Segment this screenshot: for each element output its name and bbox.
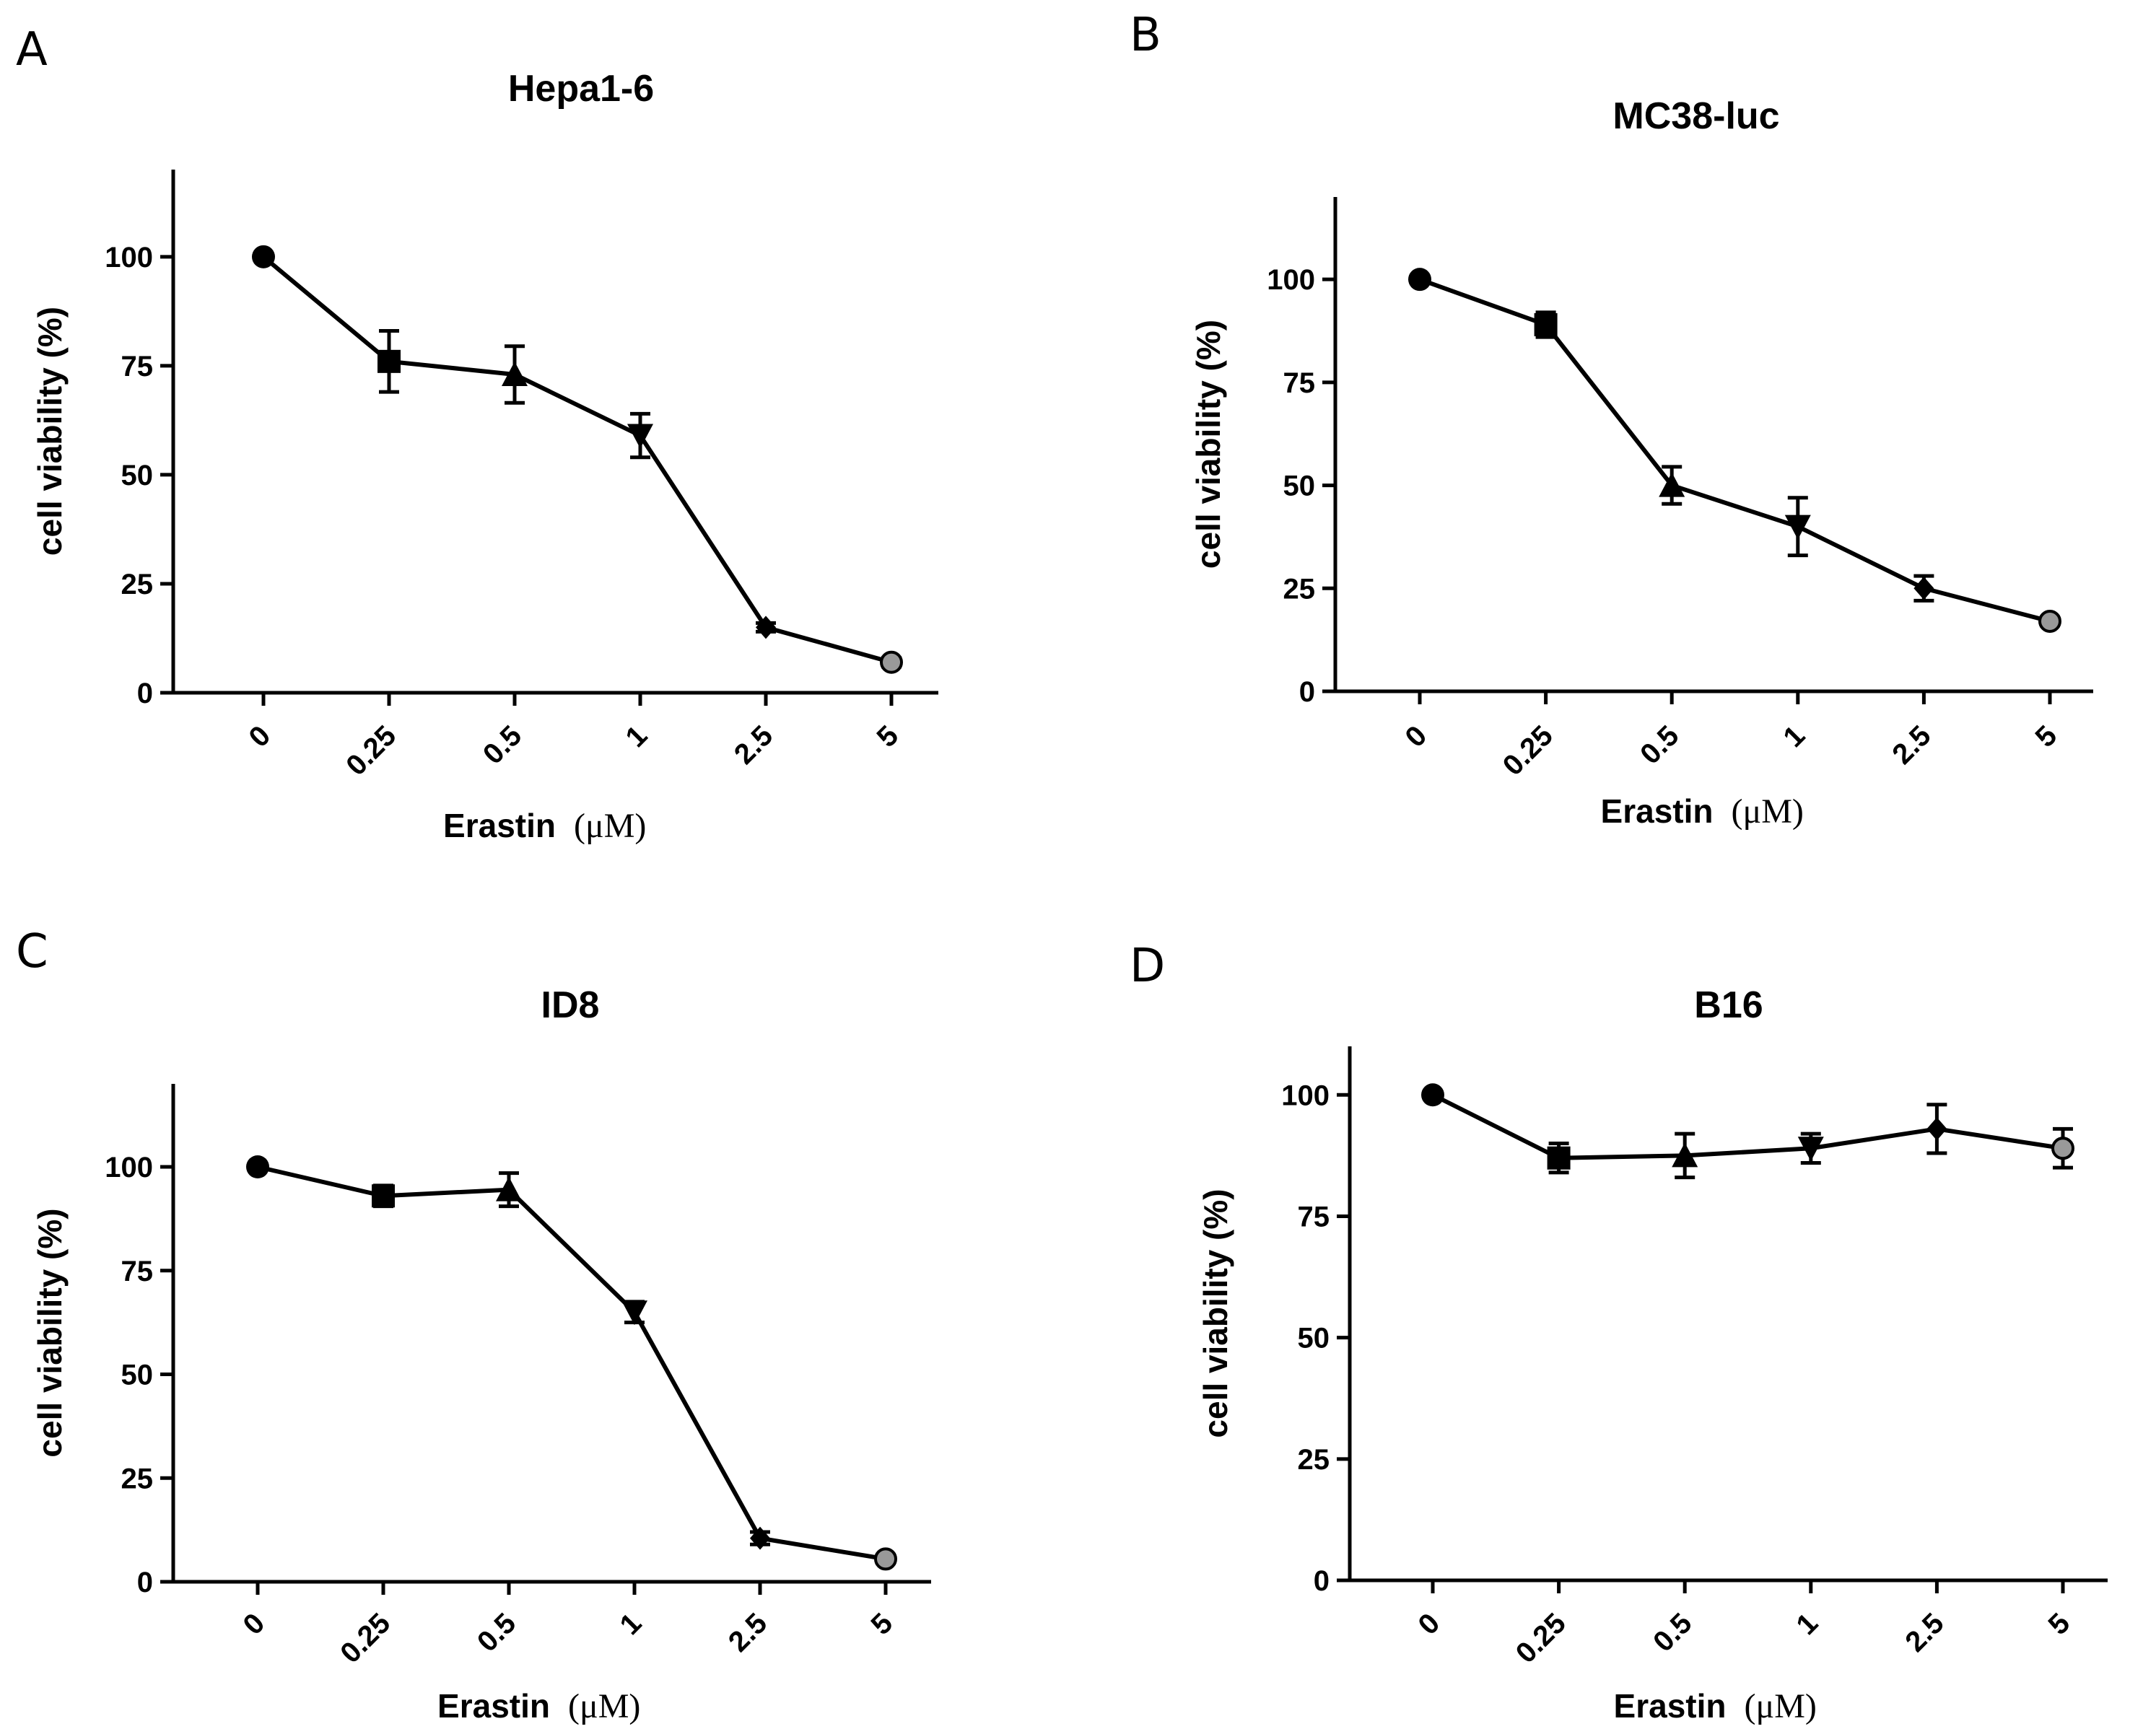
- y-tick-label: 75: [121, 1256, 154, 1287]
- series-line: [1431, 1093, 2064, 1160]
- x-tick-label: 1: [620, 719, 654, 753]
- y-tick-label: 100: [105, 1152, 153, 1183]
- x-tick-label: 2.5: [723, 1607, 773, 1658]
- x-tick-label: 2.5: [1899, 1607, 1950, 1658]
- x-tick-label: 1: [1777, 719, 1811, 753]
- data-point: [756, 616, 776, 639]
- x-tick-label: 5: [2043, 1607, 2077, 1641]
- x-tick-label: 2.5: [728, 719, 779, 770]
- chart-panel-b: B MC38-luc 0 25 50 75 100 0 0.25 0.5 1 2.5 5 cell via…: [1130, 9, 2093, 831]
- data-point: [1659, 472, 1685, 497]
- x-tick-label: 1: [1790, 1607, 1824, 1641]
- x-tick-label: 0.25: [340, 719, 402, 782]
- data-point: [377, 349, 401, 373]
- x-tick-label: 1: [614, 1607, 648, 1641]
- y-tick-label: 0: [1299, 676, 1315, 708]
- series-line: [257, 1165, 886, 1562]
- x-tick-label: 0.25: [1510, 1607, 1572, 1669]
- x-tick-label: 0: [1400, 719, 1433, 753]
- x-axis-unit: (μM): [568, 1687, 640, 1725]
- data-point: [372, 1184, 395, 1208]
- data-point: [246, 1155, 269, 1178]
- data-point: [2051, 1137, 2074, 1160]
- y-tick-label: 100: [105, 242, 153, 273]
- panel-letter: C: [16, 925, 48, 979]
- x-axis-label: Erastin: [1614, 1687, 1727, 1725]
- y-tick-label: 0: [137, 678, 153, 709]
- data-point: [1913, 577, 1934, 600]
- y-tick-label: 25: [121, 1463, 154, 1494]
- x-axis-label: Erastin: [443, 807, 556, 844]
- y-tick-label: 25: [121, 569, 154, 600]
- x-tick-label: 5: [871, 719, 905, 753]
- y-axis-label: cell viability (%): [1190, 320, 1227, 569]
- y-tick-label: 100: [1267, 264, 1315, 296]
- y-tick-label: 50: [1283, 470, 1316, 502]
- y-axis-label: cell viability (%): [1197, 1189, 1234, 1437]
- y-tick-label: 75: [1298, 1201, 1330, 1233]
- chart-panel-d: D B16 0 25 50 75 100 0 0.25 0.5 1 2.5 5 cell viabilit…: [1130, 940, 2108, 1725]
- data-point: [874, 1547, 897, 1571]
- x-tick-label: 0: [237, 1607, 271, 1641]
- y-tick-label: 25: [1283, 573, 1316, 605]
- x-tick-label: 0.25: [334, 1607, 396, 1669]
- x-axis-label: Erastin: [437, 1687, 550, 1725]
- y-tick-label: 0: [137, 1567, 153, 1598]
- y-tick-label: 75: [1283, 367, 1316, 399]
- x-tick-label: 0: [243, 719, 277, 753]
- data-point: [1534, 312, 1558, 336]
- x-tick-label: 0.5: [1634, 719, 1685, 770]
- x-tick-label: 2.5: [1886, 719, 1937, 770]
- data-point: [1547, 1146, 1571, 1170]
- x-tick-label: 0.25: [1497, 719, 1559, 782]
- data-point: [1784, 515, 1811, 540]
- data-point: [502, 361, 528, 386]
- chart-title: MC38-luc: [1612, 95, 1779, 137]
- x-tick-label: 0.5: [1647, 1607, 1698, 1658]
- panel-letter: A: [16, 23, 48, 76]
- y-tick-label: 50: [121, 460, 154, 491]
- y-tick-label: 25: [1298, 1444, 1330, 1476]
- panel-letter: B: [1130, 9, 1161, 62]
- data-point: [621, 1300, 647, 1326]
- data-point: [1672, 1142, 1698, 1168]
- data-point: [1421, 1083, 1444, 1107]
- chart-title: B16: [1694, 984, 1763, 1026]
- chart-panel-a: A Hepa1-6 0 25 50 75 100 0 0.25 0.5 1 2.5 5 cell viab…: [16, 23, 938, 845]
- x-tick-label: 5: [2030, 719, 2064, 753]
- data-point: [1797, 1137, 1824, 1162]
- series-line: [1418, 277, 2051, 623]
- data-point: [2038, 609, 2061, 633]
- data-point: [750, 1526, 770, 1550]
- x-axis-unit: (μM): [1745, 1687, 1817, 1725]
- y-tick-label: 0: [1314, 1565, 1330, 1597]
- data-point: [496, 1176, 522, 1201]
- x-tick-label: 5: [865, 1607, 899, 1641]
- x-tick-label: 0: [1413, 1607, 1446, 1641]
- x-tick-label: 0.5: [477, 719, 528, 770]
- y-axis-label: cell viability (%): [31, 307, 69, 556]
- data-point: [1408, 268, 1431, 292]
- data-point: [252, 245, 275, 268]
- x-axis-unit: (μM): [574, 807, 646, 845]
- y-tick-label: 50: [121, 1360, 154, 1391]
- x-tick-label: 0.5: [471, 1607, 522, 1658]
- chart-panel-c: C ID8 0 25 50 75 100 0 0.25 0.5 1 2.5 5 cell viabilit…: [16, 925, 931, 1725]
- chart-title: Hepa1-6: [508, 68, 654, 110]
- x-axis-unit: (μM): [1732, 792, 1804, 831]
- y-tick-label: 75: [121, 351, 154, 382]
- panel-letter: D: [1130, 940, 1165, 993]
- x-axis-label: Erastin: [1601, 792, 1714, 830]
- y-tick-label: 100: [1281, 1080, 1330, 1111]
- data-point: [627, 424, 653, 449]
- data-point: [1926, 1117, 1947, 1141]
- y-tick-label: 50: [1298, 1323, 1330, 1354]
- data-point: [880, 650, 903, 674]
- series-line: [262, 255, 892, 665]
- y-axis-label: cell viability (%): [31, 1208, 69, 1457]
- chart-title: ID8: [541, 984, 600, 1026]
